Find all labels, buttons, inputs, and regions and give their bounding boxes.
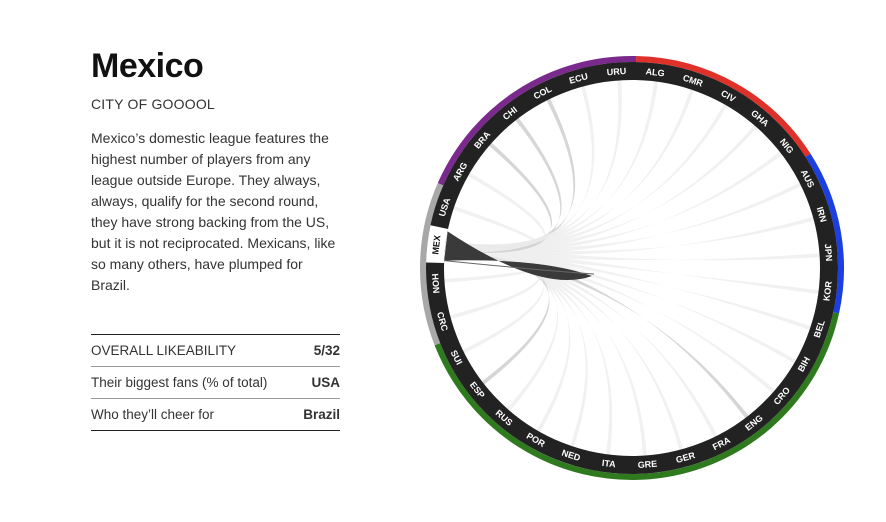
stat-label: OVERALL LIKEABILITY bbox=[91, 343, 237, 358]
country-label-mex[interactable]: MEX bbox=[430, 235, 442, 256]
team-description: Mexico’s domestic league features the hi… bbox=[91, 130, 336, 293]
country-ring bbox=[426, 62, 838, 474]
chord-wheel: URU ALGCMRCIVGHANIGAUSIRNJPNKORBELBIHCROE… bbox=[420, 56, 844, 480]
team-tagline: CITY OF GOOOOL bbox=[91, 96, 215, 112]
chord-ribbon-eng bbox=[444, 241, 749, 419]
country-label-hon[interactable]: HON bbox=[430, 273, 442, 294]
country-label-ita[interactable]: ITA bbox=[601, 458, 616, 470]
region-arc-asia bbox=[805, 153, 844, 314]
region-arc-southam bbox=[437, 56, 637, 186]
chord-ribbon-ger bbox=[444, 241, 684, 450]
country-label-ecu[interactable]: ECU bbox=[568, 71, 589, 86]
region-arc-europe bbox=[434, 312, 840, 480]
stat-label: Their biggest fans (% of total) bbox=[91, 375, 268, 390]
stat-row-cheer-for: Who they’ll cheer for Brazil bbox=[91, 398, 340, 431]
team-info-panel: Mexico CITY OF GOOOOL Mexico’s domestic … bbox=[91, 46, 341, 296]
stat-label: Who they’ll cheer for bbox=[91, 407, 215, 422]
team-title: Mexico bbox=[91, 47, 204, 85]
stat-row-biggest-fans: Their biggest fans (% of total) USA bbox=[91, 366, 340, 399]
region-arc-africa bbox=[636, 56, 811, 157]
country-label-jpn[interactable]: JPN bbox=[823, 243, 834, 261]
country-label-uru[interactable]: URU bbox=[606, 66, 626, 77]
chord-ribbon-cro bbox=[444, 241, 775, 394]
stat-row-likeability: OVERALL LIKEABILITY 5/32 bbox=[91, 334, 340, 367]
stat-value-likeability: 5/32 bbox=[313, 343, 340, 358]
chord-ribbon-crc bbox=[444, 241, 541, 320]
chord-ribbon-mex-self bbox=[444, 231, 592, 281]
stat-value-biggest-fans: USA bbox=[311, 375, 340, 390]
country-label-kor[interactable]: KOR bbox=[821, 280, 833, 302]
chord-ribbons bbox=[444, 80, 820, 456]
stat-value-cheer-for: Brazil bbox=[303, 407, 340, 422]
chord-ribbon-kor bbox=[444, 241, 819, 295]
country-label-irn[interactable]: IRN bbox=[815, 206, 829, 224]
chord-ribbon-cmr bbox=[444, 89, 694, 253]
country-label-gre[interactable]: GRE bbox=[637, 459, 657, 471]
region-arc-concacaf bbox=[420, 183, 444, 346]
chord-ribbon-esp bbox=[444, 241, 550, 385]
selected-segment-mex bbox=[426, 225, 449, 264]
chord-ribbon-bra bbox=[444, 142, 552, 253]
country-label-alg[interactable]: ALG bbox=[645, 66, 665, 78]
team-stats-table: OVERALL LIKEABILITY 5/32 Their biggest f… bbox=[91, 334, 340, 431]
region-arcs bbox=[420, 56, 844, 480]
country-ring-band bbox=[426, 62, 838, 474]
chord-ribbon-mex-edge bbox=[444, 260, 595, 275]
